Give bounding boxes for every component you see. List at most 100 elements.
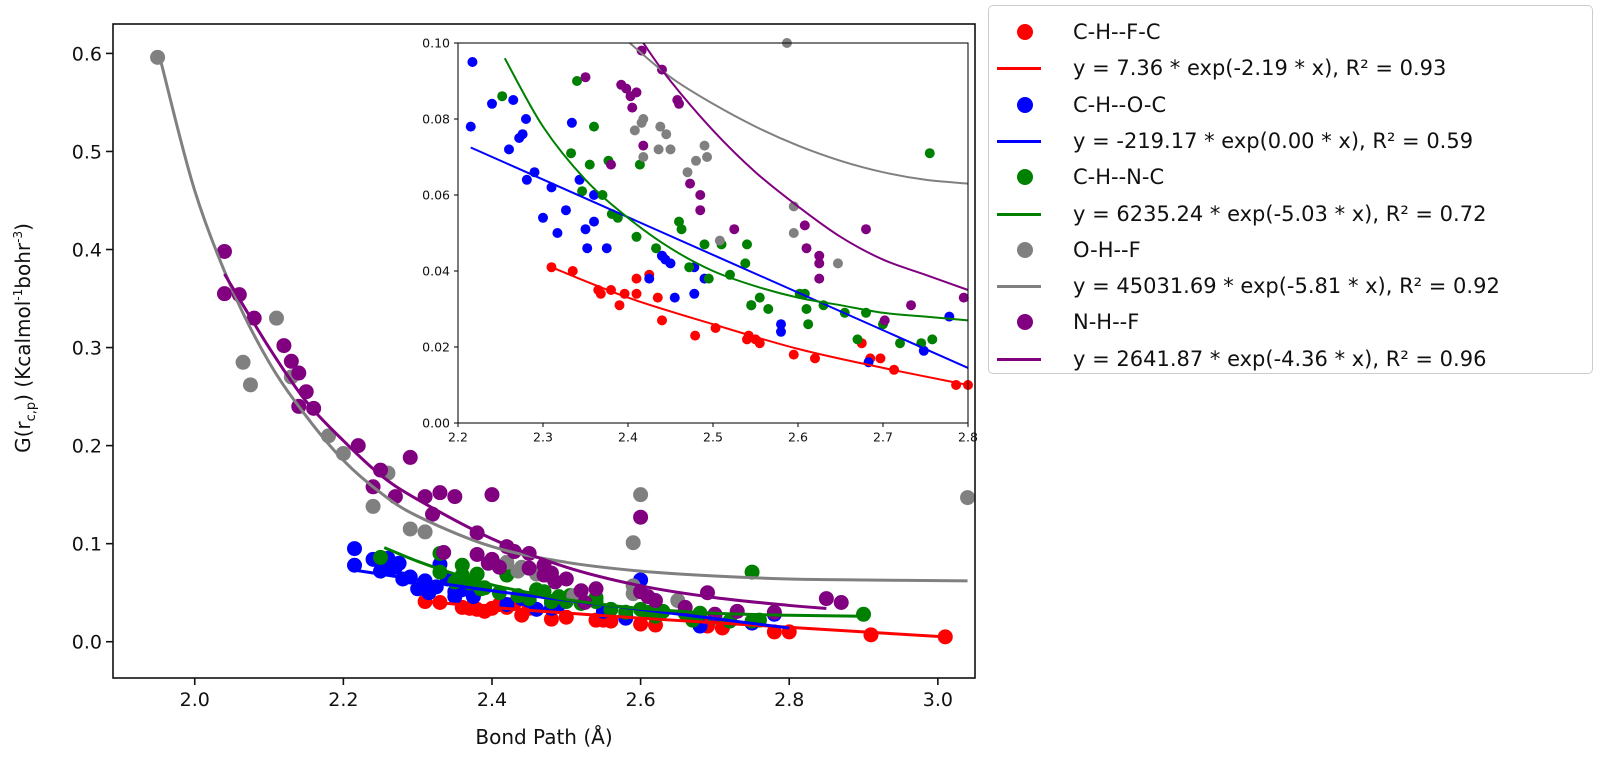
main-point-n-h-f xyxy=(216,243,232,259)
main-point-c-h-f-c xyxy=(863,627,879,643)
inset-point-n-h-f xyxy=(627,102,638,113)
inset-fit-line-o-h-f xyxy=(629,42,969,185)
main-y-tick-label: 0.1 xyxy=(72,534,102,556)
main-point-c-h-n-c xyxy=(744,564,760,580)
inset-point-c-h-n-c xyxy=(703,273,714,284)
legend-item-fit: y = 2641.87 * exp(-4.36 * x), R² = 0.96 xyxy=(989,341,1486,377)
inset-y-tick-label: 0.06 xyxy=(422,188,450,203)
legend-marker-icon xyxy=(997,14,1057,50)
inset-point-n-h-f xyxy=(879,315,890,326)
inset-point-n-h-f xyxy=(801,243,812,254)
inset-point-n-h-f xyxy=(685,178,696,189)
inset-point-c-h-f-c xyxy=(595,288,606,299)
inset-point-c-h-o-c xyxy=(944,311,955,322)
inset-point-c-h-o-c xyxy=(465,121,476,132)
inset-point-c-h-n-c xyxy=(746,300,757,311)
legend-line-icon xyxy=(997,341,1057,377)
inset-x-tick-label: 2.8 xyxy=(958,430,978,445)
main-point-c-h-n-c xyxy=(373,549,389,565)
inset-point-c-h-o-c xyxy=(589,190,599,200)
inset-point-n-h-f xyxy=(638,140,649,151)
main-y-tick-label: 0.4 xyxy=(72,239,102,261)
inset-x-tick-label: 2.2 xyxy=(448,430,468,445)
legend-item-marker: C-H--O-C xyxy=(989,87,1166,123)
legend-line-icon xyxy=(997,268,1057,304)
inset-point-c-h-f-c xyxy=(810,353,820,364)
main-point-n-h-f xyxy=(647,593,663,609)
inset-point-n-h-f xyxy=(606,159,616,170)
inset-point-c-h-n-c xyxy=(612,212,623,223)
inset-point-c-h-o-c xyxy=(521,174,532,185)
inset-x-tick-label: 2.3 xyxy=(533,430,553,445)
inset-point-c-h-o-c xyxy=(560,205,571,216)
inset-point-c-h-o-c xyxy=(538,212,548,223)
main-point-n-h-f xyxy=(469,546,485,562)
inset-plot: 2.2 2.3 2.4 2.5 2.6 2.7 2.8 0.00 0.02 0.04 0.06 0.0… xyxy=(422,36,978,445)
inset-point-c-h-o-c xyxy=(580,224,591,235)
main-point-n-h-f xyxy=(536,567,552,583)
inset-point-o-h-f xyxy=(653,144,664,155)
main-point-n-h-f xyxy=(547,574,563,590)
main-x-tick-label: 2.2 xyxy=(328,689,358,711)
inset-point-n-h-f xyxy=(625,91,636,102)
legend-label: C-H--N-C xyxy=(1073,165,1165,190)
legend-item-fit: y = 7.36 * exp(-2.19 * x), R² = 0.93 xyxy=(989,50,1446,86)
legend-item-fit: y = 45031.69 * exp(-5.81 * x), R² = 0.92 xyxy=(989,268,1500,304)
main-x-tick-label: 2.8 xyxy=(774,689,804,711)
main-point-n-h-f xyxy=(283,353,299,369)
inset-point-o-h-f xyxy=(714,235,725,246)
main-point-n-h-f xyxy=(729,603,745,619)
inset-point-c-h-n-c xyxy=(584,159,595,170)
main-point-c-h-n-c xyxy=(856,606,872,622)
inset-y-tick-label: 0.08 xyxy=(422,112,450,127)
legend-item-marker: O-H--F xyxy=(989,232,1141,268)
inset-point-c-h-o-c xyxy=(657,250,667,261)
main-point-c-h-o-c xyxy=(391,555,407,571)
main-point-n-h-f xyxy=(521,560,537,576)
legend-label: y = -219.17 * exp(0.00 * x), R² = 0.59 xyxy=(1073,128,1474,153)
main-x-tick-label: 2.4 xyxy=(477,689,507,711)
main-y-tick-label: 0.6 xyxy=(72,43,102,65)
inset-point-c-h-f-c xyxy=(657,315,667,326)
main-point-c-h-n-c xyxy=(454,557,470,573)
inset-point-c-h-f-c xyxy=(631,273,642,284)
main-fit-line-n-h-f xyxy=(223,273,827,610)
inset-point-n-h-f xyxy=(695,205,706,216)
inset-point-n-h-f xyxy=(906,300,917,311)
inset-y-tick-label: 0.04 xyxy=(422,264,450,279)
inset-point-o-h-f xyxy=(638,114,649,124)
legend-item-marker: N-H--F xyxy=(989,304,1139,340)
legend-marker-icon xyxy=(997,232,1057,268)
inset-point-c-h-n-c xyxy=(699,239,710,250)
inset-point-c-h-n-c xyxy=(852,334,863,345)
main-point-c-h-o-c xyxy=(529,601,545,617)
legend-marker-icon xyxy=(997,304,1057,340)
inset-point-c-h-o-c xyxy=(689,288,700,299)
legend-label: N-H--F xyxy=(1073,310,1140,335)
inset-point-c-h-o-c xyxy=(776,319,786,330)
inset-point-c-h-o-c xyxy=(918,345,929,356)
inset-point-n-h-f xyxy=(674,98,684,109)
legend-label: O-H--F xyxy=(1073,237,1141,262)
inset-point-n-h-f xyxy=(861,224,871,235)
inset-point-c-h-o-c xyxy=(776,326,786,337)
main-point-n-h-f xyxy=(216,286,232,302)
inset-point-c-h-n-c xyxy=(803,319,814,330)
inset-point-c-h-n-c xyxy=(651,243,662,254)
legend-label: C-H--F-C xyxy=(1073,20,1161,44)
legend-line-icon xyxy=(997,50,1057,86)
y-label-main: G(r xyxy=(11,421,35,453)
main-point-c-h-f-c xyxy=(633,616,649,632)
inset-point-c-h-f-c xyxy=(788,349,799,360)
inset-point-c-h-o-c xyxy=(582,243,593,254)
inset-point-c-h-n-c xyxy=(631,231,642,242)
y-label-end: ) xyxy=(11,223,35,231)
legend-label: y = 2641.87 * exp(-4.36 * x), R² = 0.96 xyxy=(1073,346,1487,371)
inset-point-c-h-o-c xyxy=(508,95,519,105)
main-x-tick-label: 3.0 xyxy=(923,689,953,711)
inset-point-c-h-n-c xyxy=(634,159,645,170)
main-point-n-h-f xyxy=(833,595,849,611)
inset-point-n-h-f xyxy=(814,258,825,269)
legend-line-icon xyxy=(997,123,1057,159)
main-point-n-h-f xyxy=(484,487,500,503)
